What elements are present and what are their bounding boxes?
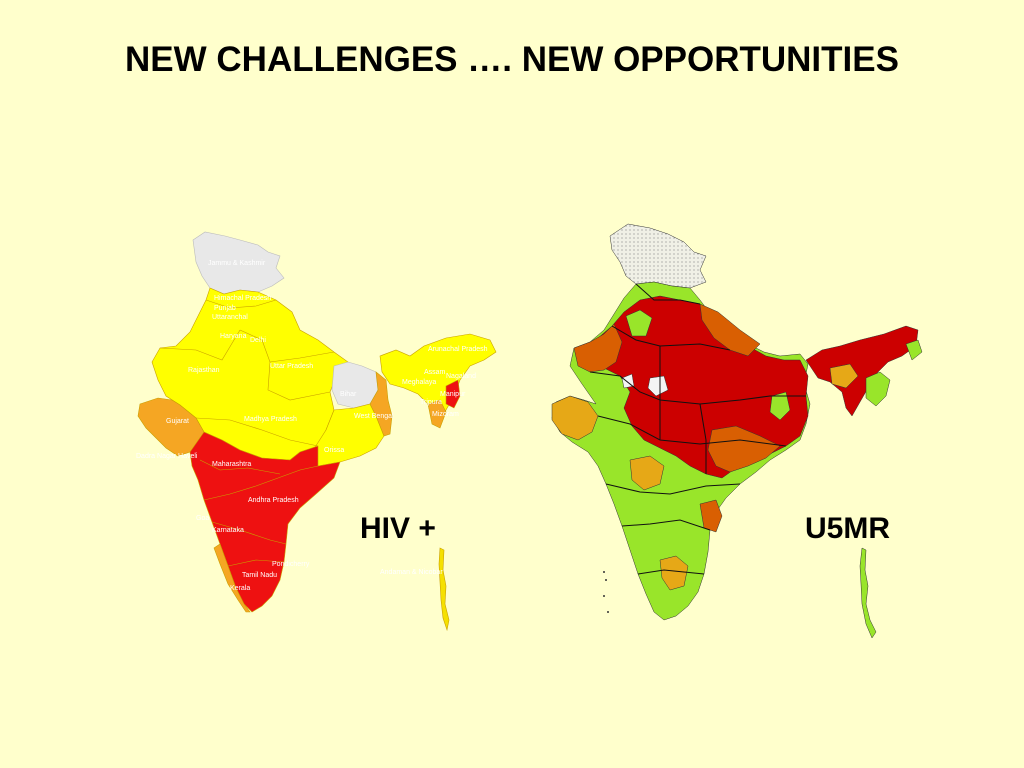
- island-specks: [603, 571, 609, 613]
- state-label: Kerala: [230, 585, 250, 592]
- hiv-map: [137, 231, 497, 632]
- state-label: Orissa: [324, 447, 344, 454]
- slide-title: NEW CHALLENGES …. NEW OPPORTUNITIES: [125, 40, 899, 79]
- u5mr-region-orange-7: [699, 499, 723, 533]
- state-label: Nagaland: [446, 373, 476, 380]
- state-label: Haryana: [220, 333, 247, 340]
- state-label: Delhi: [250, 337, 266, 344]
- state-label: Tamil Nadu: [242, 572, 277, 579]
- u5mr-region-green-2: [769, 391, 791, 421]
- state-label: Madhya Pradesh: [244, 416, 297, 423]
- state-label: Uttaranchal: [212, 314, 248, 321]
- state-label: Uttar Pradesh: [270, 363, 313, 370]
- state-label: Punjab: [214, 305, 236, 312]
- state-label: West Bengal: [354, 413, 394, 420]
- u5mr-region-northeast-orange: [829, 363, 859, 389]
- state-label: Jammu & Kashmir: [208, 260, 266, 267]
- u5mr-region-northeast-green: [865, 371, 891, 407]
- state-label: Assam: [424, 369, 446, 376]
- u5mr-region-orange-6: [659, 555, 689, 591]
- state-label: Arunachal Pradesh: [428, 346, 488, 353]
- hiv-map-label: HIV +: [360, 512, 436, 545]
- hiv-region-andaman: [438, 547, 450, 632]
- state-label: Mizoram: [432, 411, 459, 418]
- state-label: Andaman & Nicobar: [380, 569, 443, 576]
- state-label: Goa: [196, 515, 209, 522]
- u5mr-region-green-1: [625, 309, 653, 337]
- u5mr-region-orange-1: [573, 323, 623, 373]
- state-label: Maharashtra: [212, 461, 251, 468]
- state-label: Bihar: [340, 391, 357, 398]
- hiv-region-northeast: [379, 333, 497, 425]
- u5mr-region-orange-5: [629, 455, 665, 491]
- state-label: Karnataka: [212, 527, 244, 534]
- u5mr-map-label: U5MR: [805, 512, 891, 545]
- u5mr-region-northeast: [805, 325, 919, 417]
- state-label: Rajasthan: [188, 367, 220, 374]
- u5mr-region-orange-2: [699, 303, 761, 357]
- u5mr-region-andaman: [859, 547, 877, 639]
- state-label: Manipur: [440, 391, 466, 398]
- u5mr-map: [551, 223, 923, 639]
- state-label: Andhra Pradesh: [248, 497, 299, 504]
- hiv-region-west-bengal: [369, 371, 393, 437]
- hiv-region-mizoram: [427, 399, 447, 429]
- u5mr-region-orange-3: [707, 425, 781, 473]
- u5mr-region-white-1: [647, 375, 669, 397]
- hiv-state-labels: Jammu & Kashmir Himachal Pradesh Punjab …: [136, 260, 488, 592]
- state-label: Tripura: [420, 399, 442, 406]
- hiv-region-manipur: [445, 379, 461, 409]
- u5mr-region-orange-4: [551, 395, 599, 441]
- state-label: Dadra Nagar Haveli: [136, 453, 198, 460]
- u5mr-region-jammu-kashmir: [609, 223, 707, 289]
- state-label: Pondicherry: [272, 561, 310, 568]
- state-label: Meghalaya: [402, 379, 436, 386]
- state-label: Gujarat: [166, 418, 189, 425]
- state-label: Himachal Pradesh: [214, 295, 271, 302]
- u5mr-region-northeast-green-2: [905, 339, 923, 361]
- hiv-region-jammu-kashmir: [192, 231, 285, 295]
- hiv-region-kerala: [213, 543, 251, 613]
- hiv-region-bihar: [331, 361, 379, 409]
